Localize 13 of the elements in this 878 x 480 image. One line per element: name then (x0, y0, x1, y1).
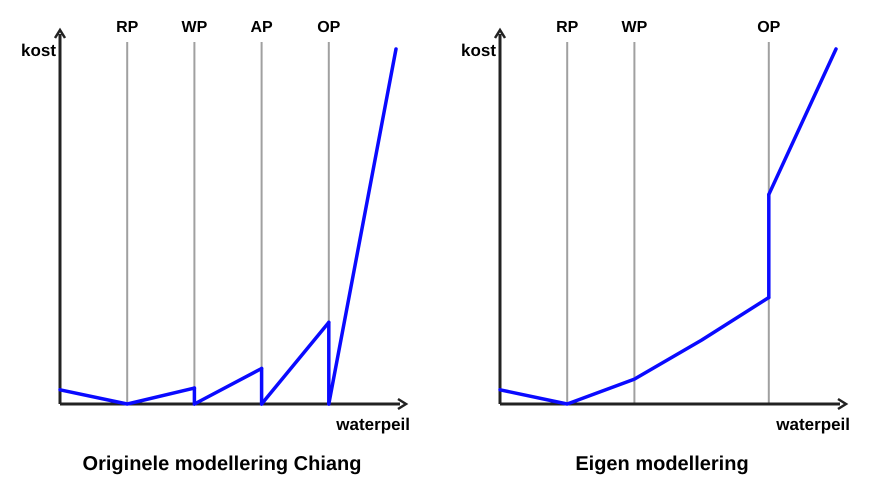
x-tick-label: RP (116, 19, 139, 36)
x-tick-label: WP (182, 19, 208, 36)
x-axis-title: waterpeil (335, 415, 410, 434)
x-tick-label: OP (317, 19, 341, 36)
x-tick-label: AP (250, 19, 274, 36)
x-axis-title: waterpeil (775, 415, 850, 434)
y-axis-title: kost (461, 41, 496, 60)
x-tick-label: WP (622, 19, 648, 36)
y-axis-title: kost (21, 41, 56, 60)
text: Originele modellering Chiang (82, 453, 362, 475)
text: Eigen modellering (575, 453, 749, 475)
x-tick-label: RP (556, 19, 579, 36)
x-tick-label: OP (757, 19, 781, 36)
